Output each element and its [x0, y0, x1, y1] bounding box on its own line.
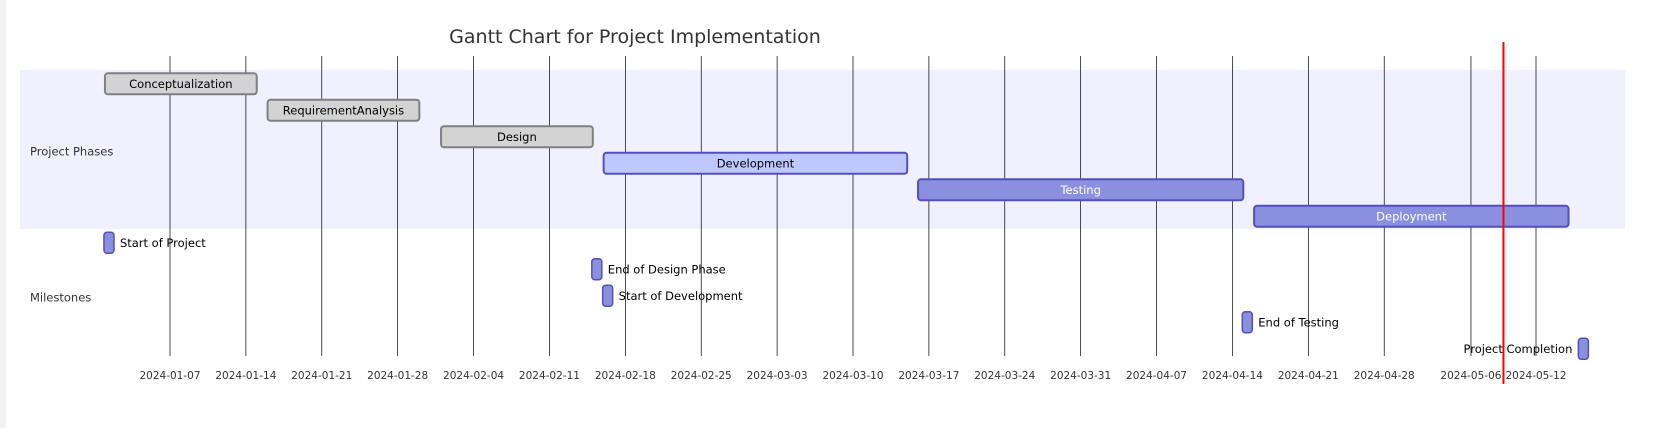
x-tick-label: 2024-03-24 — [974, 370, 1035, 382]
section-band-2 — [20, 229, 1625, 362]
task-bar — [266, 98, 421, 122]
milestone-marker — [591, 258, 603, 281]
task-label: Design — [497, 130, 537, 144]
section-label: Project Phases — [30, 145, 113, 159]
milestone-label: Start of Development — [619, 289, 743, 303]
x-tick-label: 2024-01-21 — [291, 370, 352, 382]
x-tick-label: 2024-04-21 — [1278, 370, 1339, 382]
milestone-marker — [1241, 311, 1254, 334]
x-tick-label: 2024-05-12 — [1505, 370, 1566, 382]
milestone-label: Project Completion — [1463, 342, 1572, 356]
x-tick-label: 2024-04-07 — [1126, 370, 1187, 382]
task-bar — [103, 72, 258, 96]
task-bar — [602, 151, 909, 175]
x-tick-label: 2024-03-17 — [898, 370, 959, 382]
x-tick-label: 2024-02-18 — [595, 370, 656, 382]
milestone-label: End of Testing — [1258, 315, 1339, 329]
task-label: RequirementAnalysis — [283, 103, 404, 117]
x-tick-label: 2024-05-06 — [1440, 370, 1501, 382]
chart-title: Gantt Chart for Project Implementation — [449, 26, 821, 48]
task-label: Conceptualization — [129, 77, 232, 91]
x-tick-label: 2024-04-28 — [1354, 370, 1415, 382]
x-tick-label: 2024-04-14 — [1202, 370, 1263, 382]
left-edge-strip — [0, 0, 6, 428]
x-tick-label: 2024-02-11 — [519, 370, 580, 382]
x-tick-label: 2024-02-04 — [443, 370, 504, 382]
milestone-label: Start of Project — [120, 236, 206, 250]
x-tick-label: 2024-01-07 — [139, 370, 200, 382]
milestone-label: End of Design Phase — [608, 262, 726, 276]
task-label: Development — [717, 156, 795, 170]
task-bar — [440, 125, 594, 149]
section-label: Milestones — [30, 290, 91, 304]
task-bar — [917, 178, 1245, 202]
milestone-marker — [601, 284, 614, 307]
task-label: Testing — [1059, 183, 1100, 197]
milestone-marker — [1577, 337, 1590, 360]
x-tick-label: 2024-03-10 — [822, 370, 883, 382]
x-tick-label: 2024-03-03 — [747, 370, 808, 382]
x-tick-label: 2024-02-25 — [671, 370, 732, 382]
x-tick-label: 2024-01-14 — [215, 370, 276, 382]
section-band-1 — [20, 70, 1625, 229]
x-tick-label: 2024-01-28 — [367, 370, 428, 382]
task-label: Deployment — [1376, 209, 1447, 223]
x-tick-label: 2024-03-31 — [1050, 370, 1111, 382]
milestone-marker — [103, 231, 115, 254]
task-bar — [1253, 204, 1570, 228]
